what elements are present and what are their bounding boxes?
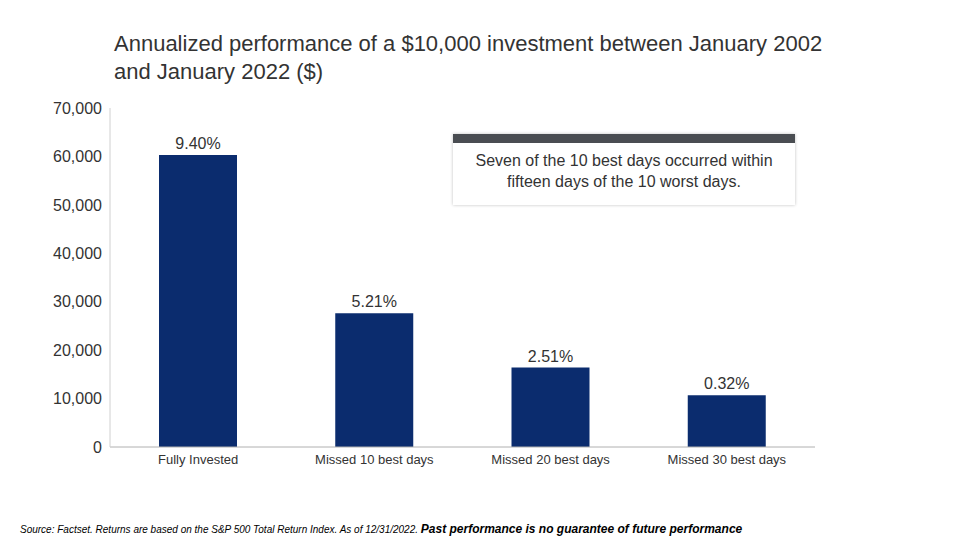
svg-text:Missed 10 best days: Missed 10 best days [315,452,434,467]
svg-text:9.40%: 9.40% [175,135,220,152]
svg-text:30,000: 30,000 [53,293,102,310]
svg-text:5.21%: 5.21% [352,293,397,310]
svg-text:Fully Invested: Fully Invested [158,452,238,467]
svg-text:20,000: 20,000 [53,342,102,359]
svg-text:50,000: 50,000 [53,197,102,214]
svg-text:0: 0 [93,439,102,456]
svg-text:2.51%: 2.51% [528,348,573,365]
svg-text:60,000: 60,000 [53,148,102,165]
html-text:Seven of the 10 best days occu: Seven of the 10 best days occurred withi… [475,152,773,190]
svg-text:Missed 30 best days: Missed 30 best days [668,452,787,467]
html-text:Source: Factset. Returns are b: Source: Factset. Returns are based on th… [20,522,743,536]
svg-text:40,000: 40,000 [53,245,102,262]
svg-text:0.32%: 0.32% [704,375,749,392]
svg-text:10,000: 10,000 [53,390,102,407]
svg-text:70,000: 70,000 [53,100,102,117]
html-text:Annualized performance of a $1: Annualized performance of a $10,000 inve… [114,31,823,84]
svg-text:Missed 20 best days: Missed 20 best days [491,452,610,467]
